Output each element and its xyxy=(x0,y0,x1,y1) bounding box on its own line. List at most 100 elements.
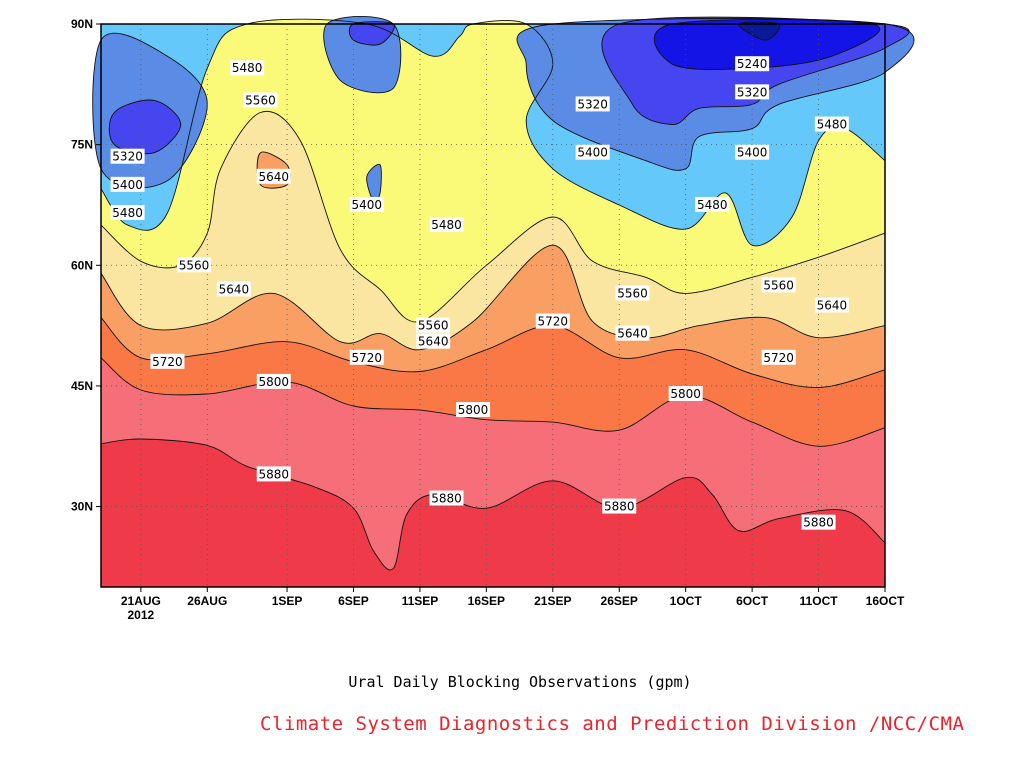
contour-label-text: 5240 xyxy=(737,57,768,71)
x-tick-label: 1OCT xyxy=(670,594,703,608)
contour-label: 5480 xyxy=(695,196,730,212)
contour-label-text: 5560 xyxy=(418,319,449,333)
contour-label-text: 5400 xyxy=(737,146,768,160)
y-tick-label: 45N xyxy=(71,379,93,393)
contour-label: 5720 xyxy=(761,349,796,365)
contour-label-bg xyxy=(256,168,291,184)
contour-label: 5720 xyxy=(349,349,384,365)
contour-label-text: 5800 xyxy=(458,403,489,417)
contour-label-bg xyxy=(761,277,796,293)
contour-label: 5480 xyxy=(814,116,849,132)
contour-label: 5640 xyxy=(814,297,849,313)
contour-label-text: 5480 xyxy=(112,206,143,220)
contour-label: 5880 xyxy=(256,466,291,482)
contour-label-text: 5480 xyxy=(697,198,728,212)
contour-label-bg xyxy=(735,144,770,160)
contour-label-bg xyxy=(668,385,703,401)
contour-label-bg xyxy=(429,217,464,233)
contour-label-bg xyxy=(695,196,730,212)
contour-island-5160-9 xyxy=(738,21,780,41)
contour-label-bg xyxy=(575,144,610,160)
contour-label-bg xyxy=(256,466,291,482)
contour-label: 5560 xyxy=(615,285,650,301)
chart-title: Ural Daily Blocking Observations (gpm) xyxy=(348,673,692,691)
x-tick-label: 1SEP xyxy=(272,594,303,608)
contour-island-line-4 xyxy=(323,16,402,94)
contour-line-5560 xyxy=(100,110,886,323)
contour-label-bg xyxy=(216,281,251,297)
contour-label-text: 5320 xyxy=(112,150,143,164)
contour-label-bg xyxy=(349,349,384,365)
contour-label-text: 5400 xyxy=(351,198,382,212)
contour-label: 5480 xyxy=(230,60,265,76)
contour-label-text: 5880 xyxy=(604,500,635,514)
contour-label-bg xyxy=(110,205,145,221)
contour-label-bg xyxy=(110,176,145,192)
contour-island-5240-8 xyxy=(654,19,880,70)
x-tick-label: 16OCT xyxy=(866,594,905,608)
y-tick-label: 30N xyxy=(71,500,93,514)
plot-frame xyxy=(100,23,886,588)
contour-island-line-5 xyxy=(348,21,395,46)
contour-label-text: 5720 xyxy=(152,355,183,369)
contour-label: 5640 xyxy=(615,325,650,341)
contour-label-text: 5480 xyxy=(232,61,263,75)
contour-label-bg xyxy=(535,313,570,329)
contour-label-bg xyxy=(801,514,836,530)
contour-label-text: 5800 xyxy=(258,375,289,389)
x-tick-label: 21AUG xyxy=(121,594,161,608)
contour-label-text: 5640 xyxy=(258,170,289,184)
contour-island-line-9 xyxy=(738,21,781,41)
contour-label-bg xyxy=(429,490,464,506)
contour-label: 5880 xyxy=(801,514,836,530)
contour-label-bg xyxy=(177,257,212,273)
contour-label: 5640 xyxy=(256,168,291,184)
contour-label-bg xyxy=(150,353,185,369)
x-tick-label: 11OCT xyxy=(800,594,839,608)
contour-label: 5560 xyxy=(177,257,212,273)
y-axis: 30N 45N 60N 75N 90N xyxy=(71,17,101,514)
contour-label: 5400 xyxy=(735,144,770,160)
y-tick-label: 90N xyxy=(71,17,93,31)
y-tick-label: 75N xyxy=(71,138,93,152)
contour-label-bg xyxy=(243,92,278,108)
contour-label-bg xyxy=(602,498,637,514)
contour-label: 5320 xyxy=(735,84,770,100)
contour-label-text: 5880 xyxy=(803,516,834,530)
contour-label-text: 5400 xyxy=(112,178,143,192)
contour-label-bg xyxy=(110,148,145,164)
contour-labels: 5480 5560 5640 5320 5400 5480 5400 5480 5560 5640… xyxy=(110,56,849,530)
contour-label: 5480 xyxy=(429,217,464,233)
contour-label-bg xyxy=(761,349,796,365)
x-tick-sublabel: 2012 xyxy=(128,608,155,622)
contour-label-bg xyxy=(230,60,265,76)
contour-label-text: 5640 xyxy=(617,327,648,341)
contour-label: 5320 xyxy=(110,148,145,164)
contour-islands xyxy=(92,16,915,202)
contour-label-bg xyxy=(456,402,491,418)
contour-label-text: 5720 xyxy=(763,351,794,365)
contour-island-line-3 xyxy=(108,99,182,155)
contour-label-text: 5880 xyxy=(431,492,462,506)
contour-label-bg xyxy=(735,84,770,100)
contour-label-bg xyxy=(575,96,610,112)
contour-label-text: 5320 xyxy=(577,97,608,111)
contour-label-text: 5560 xyxy=(245,93,276,107)
contour-label-bg xyxy=(814,116,849,132)
contour-label-text: 5560 xyxy=(617,286,648,300)
contour-label-bg xyxy=(256,373,291,389)
contour-island-5320-5 xyxy=(349,21,395,46)
contour-label: 5720 xyxy=(535,313,570,329)
contour-label-bg xyxy=(349,196,384,212)
contour-label: 5800 xyxy=(456,402,491,418)
contour-fills xyxy=(101,19,885,588)
contour-label: 5560 xyxy=(416,317,451,333)
contour-label-bg xyxy=(615,325,650,341)
x-tick-label: 6OCT xyxy=(736,594,769,608)
contour-label-text: 5800 xyxy=(670,387,701,401)
y-tick-label: 60N xyxy=(71,258,93,272)
contour-label-text: 5560 xyxy=(763,278,794,292)
contour-label-text: 5400 xyxy=(577,146,608,160)
contour-label-text: 5560 xyxy=(179,258,210,272)
